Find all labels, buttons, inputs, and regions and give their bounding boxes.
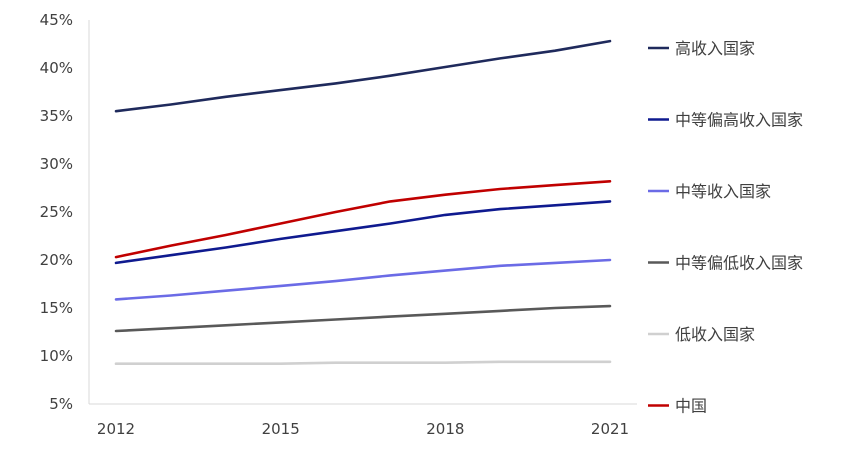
- legend-item: 低收入国家: [648, 325, 755, 344]
- series-line-2: [114, 258, 612, 301]
- y-tick-label: 45%: [40, 11, 73, 29]
- series-line-4: [114, 360, 612, 365]
- legend-item: 中等收入国家: [648, 182, 771, 201]
- series-line-0: [114, 39, 612, 113]
- y-tick-label: 30%: [40, 155, 73, 173]
- x-tick-label: 2021: [591, 420, 629, 438]
- series-line-3: [114, 304, 612, 333]
- legend-item: 中等偏低收入国家: [648, 254, 803, 273]
- legend-label: 中等收入国家: [675, 182, 771, 201]
- legend-label: 中国: [675, 397, 707, 416]
- legend-item: 高收入国家: [648, 39, 755, 58]
- y-tick-label: 20%: [40, 251, 73, 269]
- y-tick-label: 40%: [40, 59, 73, 77]
- x-tick-label: 2015: [262, 420, 300, 438]
- y-axis-ticks: 5% 10% 15% 20% 25% 30% 35% 40% 45%: [40, 11, 73, 413]
- legend-label: 高收入国家: [675, 39, 755, 58]
- legend-label: 低收入国家: [675, 325, 755, 344]
- legend-label: 中等偏低收入国家: [675, 254, 803, 273]
- x-axis-ticks: 2012 2015 2018 2021: [97, 420, 629, 438]
- legend-item: 中国: [648, 397, 707, 416]
- y-tick-label: 5%: [49, 395, 73, 413]
- series-line-5: [114, 180, 612, 259]
- y-tick-label: 10%: [40, 347, 73, 365]
- y-tick-label: 15%: [40, 299, 73, 317]
- x-tick-label: 2018: [426, 420, 464, 438]
- x-tick-label: 2012: [97, 420, 135, 438]
- y-tick-label: 25%: [40, 203, 73, 221]
- y-tick-label: 35%: [40, 107, 73, 125]
- series-line-1: [114, 200, 612, 265]
- series-lines: [114, 39, 612, 365]
- legend-item: 中等偏高收入国家: [648, 111, 803, 130]
- legend-label: 中等偏高收入国家: [675, 111, 803, 130]
